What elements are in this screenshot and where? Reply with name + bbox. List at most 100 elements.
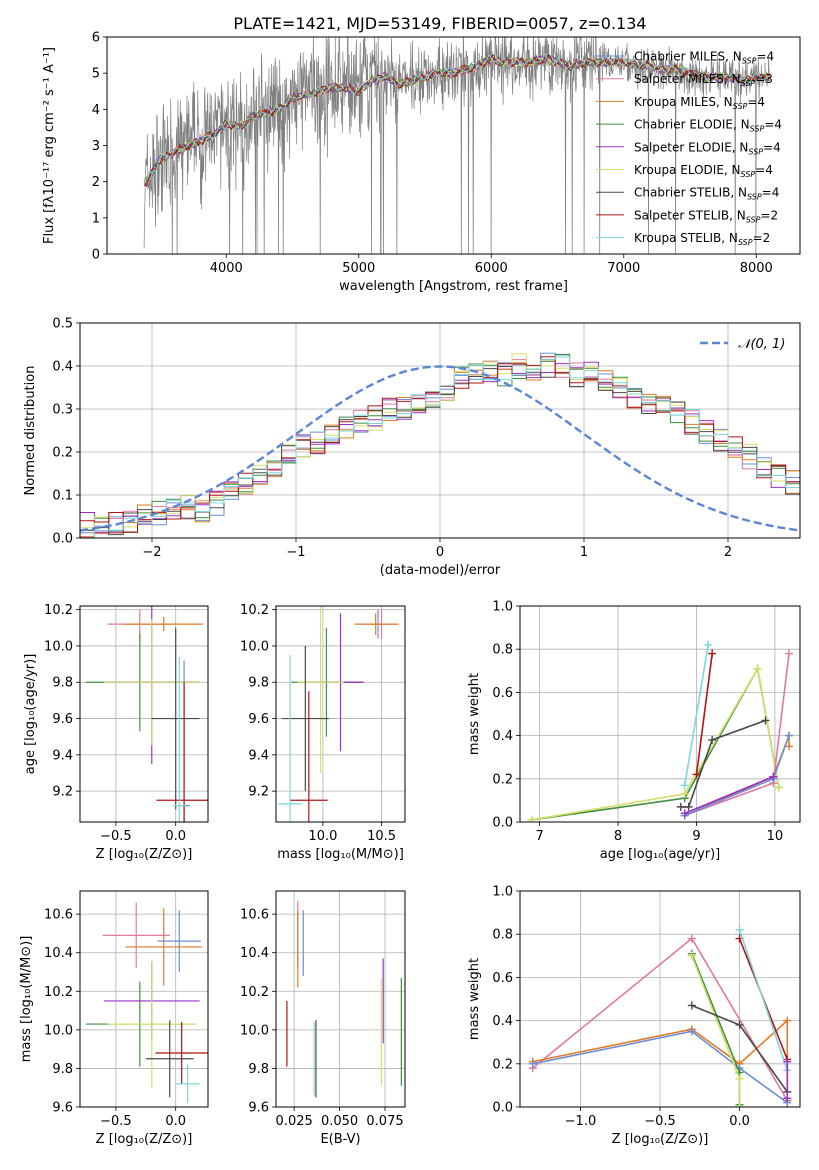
y-tick-label: 0.3 bbox=[52, 403, 73, 418]
axes-age-vs-mass: 10.0 10.5 9.2 9.4 9.6 9.8 10.0 10.2 mass [log₁₀(… bbox=[240, 603, 406, 862]
y-tick-label: 10.2 bbox=[240, 985, 269, 1000]
x-tick-label: −1.0 bbox=[565, 1114, 597, 1129]
plus-marker bbox=[708, 735, 717, 744]
x-tick-label: 0.0 bbox=[165, 1114, 186, 1129]
x-tick-label: 0.0 bbox=[165, 829, 186, 844]
plus-marker bbox=[785, 649, 794, 658]
axes-frame bbox=[519, 605, 801, 823]
legend-label: Kroupa STELIB, NSSP=2 bbox=[634, 231, 770, 247]
y-tick-label: 0.0 bbox=[492, 816, 513, 831]
legend-label: Kroupa ELODIE, NSSP=4 bbox=[634, 163, 773, 179]
axes-frame bbox=[275, 605, 406, 823]
legend-label: Salpeter STELIB, NSSP=2 bbox=[634, 208, 778, 224]
x-tick-label: 8 bbox=[614, 829, 622, 844]
y-tick-label: 0.6 bbox=[492, 686, 513, 701]
plus-marker bbox=[676, 802, 685, 811]
plus-marker bbox=[769, 772, 778, 781]
x-axis-label: E(B-V) bbox=[320, 1132, 360, 1147]
figure-title: PLATE=1421, MJD=53149, FIBERID=0057, z=0… bbox=[233, 14, 646, 33]
plot-area bbox=[143, 37, 770, 254]
y-tick-label: 0.2 bbox=[52, 446, 73, 461]
y-axis-label: mass weight bbox=[467, 958, 482, 1040]
plot-area bbox=[286, 900, 402, 1098]
plus-marker bbox=[692, 770, 701, 779]
y-tick-label: 2 bbox=[92, 175, 100, 190]
legend-label: Chabrier MILES, NSSP=4 bbox=[634, 50, 774, 66]
point-salpeter-stelib bbox=[156, 682, 208, 822]
y-tick-label: 0.6 bbox=[492, 971, 513, 986]
histogram-kroupa-miles bbox=[80, 360, 800, 538]
legend-label: Salpeter ELODIE, NSSP=4 bbox=[634, 140, 781, 156]
y-tick-label: 9.6 bbox=[248, 1101, 269, 1116]
y-tick-label: 10.2 bbox=[44, 985, 73, 1000]
plus-marker bbox=[687, 1001, 696, 1010]
x-tick-label: 4000 bbox=[210, 261, 243, 276]
y-axis-label: mass [log₁₀(M/M⊙)] bbox=[19, 936, 34, 1063]
point-kroupa-elodie bbox=[103, 618, 200, 746]
plus-marker bbox=[684, 802, 693, 811]
y-tick-label: 9.2 bbox=[248, 785, 269, 800]
plot-area bbox=[85, 606, 208, 822]
y-tick-label: 10.0 bbox=[44, 639, 73, 654]
point-kroupa-stelib bbox=[175, 1064, 200, 1104]
y-tick-label: 0.0 bbox=[52, 532, 73, 547]
model-line-salpeter-stelib bbox=[144, 54, 770, 187]
plus-marker bbox=[761, 716, 770, 725]
plot-area bbox=[527, 640, 794, 822]
point-chabrier-miles bbox=[157, 910, 201, 972]
y-tick-label: 0.2 bbox=[492, 1057, 513, 1072]
y-tick-label: 0.5 bbox=[52, 317, 73, 332]
x-tick-label: 7 bbox=[535, 829, 543, 844]
axes-residuals: −2 −1 0 1 2 0.0 0.1 0.2 0.3 0.4 0.5 (data-model)/er… bbox=[23, 317, 801, 578]
plus-marker bbox=[774, 783, 783, 792]
series-line-salpeter-stelib bbox=[695, 653, 713, 775]
legend-label: Chabrier ELODIE, NSSP=4 bbox=[634, 118, 782, 134]
plots-layer: 4000 5000 6000 7000 8000 0 1 2 3 4 5 6 wavelength [A… bbox=[19, 31, 801, 1147]
plus-marker bbox=[527, 815, 536, 822]
point-kroupa-miles bbox=[354, 613, 397, 636]
plot-area bbox=[528, 925, 792, 1107]
point-salpeter-miles bbox=[102, 902, 170, 969]
y-tick-label: 9.8 bbox=[52, 676, 73, 691]
y-tick-label: 10.2 bbox=[240, 603, 269, 618]
plus-marker bbox=[528, 1059, 537, 1068]
y-tick-label: 0.2 bbox=[492, 772, 513, 787]
histogram-chabrier-miles bbox=[80, 352, 800, 534]
point-kroupa-stelib bbox=[278, 655, 302, 822]
y-tick-label: 9.6 bbox=[52, 712, 73, 727]
point-kroupa-elodie bbox=[297, 606, 345, 773]
y-tick-label: 9.6 bbox=[52, 1101, 73, 1116]
normal-curve bbox=[80, 365, 800, 532]
axes-spectrum: 4000 5000 6000 7000 8000 0 1 2 3 4 5 6 wavelength [A… bbox=[42, 31, 801, 294]
y-tick-label: 0.4 bbox=[52, 360, 73, 375]
y-tick-label: 10.6 bbox=[240, 908, 269, 923]
y-tick-label: 10.0 bbox=[240, 1023, 269, 1038]
y-tick-label: 1.0 bbox=[492, 885, 513, 900]
series-line-kroupa-stelib bbox=[738, 929, 789, 1071]
axes-frame bbox=[106, 36, 801, 255]
x-tick-label: −0.5 bbox=[644, 1114, 676, 1129]
model-line-kroupa-stelib bbox=[143, 53, 770, 184]
axes-frame bbox=[79, 605, 209, 823]
y-tick-label: 9.8 bbox=[248, 676, 269, 691]
axes-frame bbox=[79, 322, 801, 539]
axes-weight-vs-Z: −1.0 −0.5 0.0 0.0 0.2 0.4 0.6 0.8 1.0 Z [log₁₀(Z/… bbox=[467, 885, 801, 1147]
point-chabrier-stelib bbox=[151, 627, 200, 810]
point-salpeter-stelib bbox=[290, 691, 328, 822]
plus-marker bbox=[687, 1027, 696, 1036]
plus-marker bbox=[785, 731, 794, 740]
x-tick-label: 8000 bbox=[740, 261, 773, 276]
axes-mass-vs-ebv: 0.025 0.050 0.075 9.6 9.8 10.0 10.2 10.4 10.6 E(B… bbox=[240, 890, 406, 1147]
axes-weight-vs-age: 7 8 9 10 0.0 0.2 0.4 0.6 0.8 1.0 age [log₁₀(age/yr… bbox=[467, 600, 801, 862]
plus-marker bbox=[783, 1094, 792, 1103]
y-tick-label: 0.4 bbox=[492, 729, 513, 744]
x-axis-label: (data-model)/error bbox=[380, 563, 501, 578]
model-line-kroupa-elodie bbox=[143, 55, 770, 185]
series-line-kroupa-stelib bbox=[683, 644, 709, 786]
axes-mass-vs-Z: −0.5 0.0 9.6 9.8 10.0 10.2 10.4 10.6 Z [log₁₀(Z/… bbox=[19, 890, 209, 1147]
plot-area bbox=[80, 352, 800, 538]
x-tick-label: 5000 bbox=[342, 261, 375, 276]
y-tick-label: 3 bbox=[92, 139, 100, 154]
y-tick-label: 4 bbox=[92, 103, 100, 118]
